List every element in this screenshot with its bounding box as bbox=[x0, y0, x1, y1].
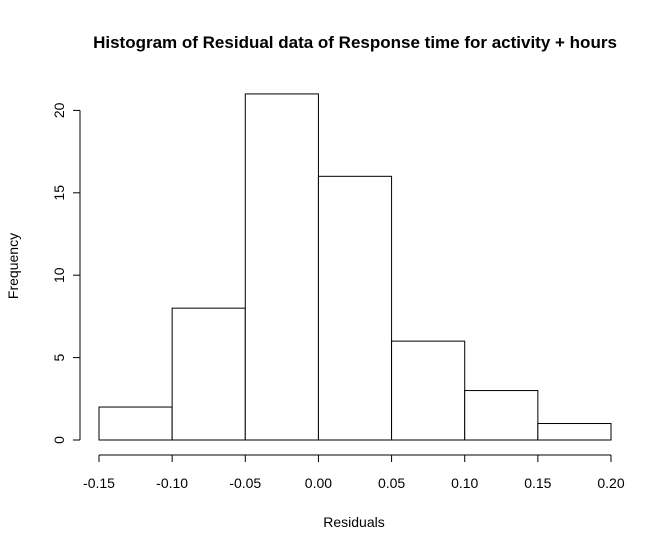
y-tick-label: 20 bbox=[51, 102, 67, 118]
bars-group bbox=[98, 93, 612, 441]
x-tick-label: 0.05 bbox=[378, 475, 405, 491]
x-tick-label: 0.10 bbox=[451, 475, 478, 491]
histogram-bar-2 bbox=[171, 307, 246, 441]
x-tick-label: -0.10 bbox=[156, 475, 188, 491]
y-axis: 0 5 10 15 20 bbox=[51, 102, 81, 444]
chart-title: Histogram of Residual data of Response t… bbox=[93, 33, 617, 52]
histogram-bar-6 bbox=[464, 390, 539, 441]
histogram-bar-7 bbox=[537, 423, 612, 441]
histogram-bar-1 bbox=[98, 406, 173, 441]
x-tick-label: -0.05 bbox=[229, 475, 261, 491]
y-tick-label: 15 bbox=[51, 185, 67, 201]
y-axis-label: Frequency bbox=[5, 233, 21, 299]
histogram-bar-4 bbox=[317, 175, 393, 441]
x-tick-label: -0.15 bbox=[83, 475, 115, 491]
histogram-bar-3 bbox=[244, 93, 319, 441]
x-tick-label: 0.20 bbox=[597, 475, 624, 491]
x-axis: -0.15 -0.10 -0.05 0.00 0.05 0.10 0.15 0.20 bbox=[83, 454, 625, 491]
histogram-bar-5 bbox=[391, 340, 466, 441]
x-axis-label: Residuals bbox=[323, 514, 384, 530]
y-tick-label: 10 bbox=[51, 267, 67, 283]
x-tick-label: 0.00 bbox=[305, 475, 332, 491]
y-tick-label: 5 bbox=[51, 353, 67, 361]
x-tick-label: 0.15 bbox=[524, 475, 551, 491]
y-tick-label: 0 bbox=[51, 436, 67, 444]
